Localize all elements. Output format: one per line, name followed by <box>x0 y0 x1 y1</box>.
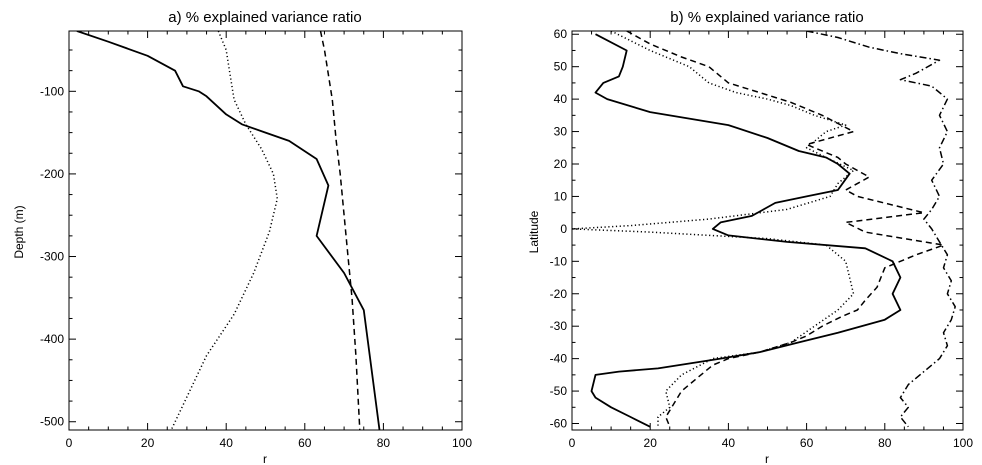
chart-b-y-ticks: 60 50 40 30 20 10 0 -10 -20 -30 -40 -50 -60 <box>550 27 963 431</box>
chart-a-x-tick-label-5: 100 <box>452 436 472 450</box>
chart-a-title: a) % explained variance ratio <box>168 9 361 26</box>
chart-b-y-tick-label-0: 60 <box>554 27 568 41</box>
chart-b-y-tick-label-6: 0 <box>560 222 567 236</box>
chart-b-y-tick-label-4: 20 <box>554 157 568 171</box>
chart-b-y-tick-label-5: 10 <box>554 189 568 203</box>
chart-b-x-tick-label-5: 100 <box>953 436 973 450</box>
chart-b-y-tick-label-11: -50 <box>550 384 568 398</box>
chart-b-y-tick-label-3: 30 <box>554 125 568 139</box>
chart-a-y-tick-label-0: -100 <box>40 84 64 98</box>
chart-a-x-tick-label-4: 80 <box>377 436 391 450</box>
chart-a-x-tick-label-3: 60 <box>298 436 312 450</box>
chart-b-y-tick-label-2: 40 <box>554 92 568 106</box>
chart-b-series-dashed-line <box>626 31 945 428</box>
chart-a-ylabel: Depth (m) <box>12 205 26 258</box>
chart-b-x-tick-label-0: 0 <box>569 436 576 450</box>
chart-a-frame <box>68 30 463 431</box>
chart-b-x-tick-label-3: 60 <box>800 436 814 450</box>
chart-b-series-dotted-line <box>572 31 855 427</box>
chart-b-y-tick-label-1: 50 <box>554 60 568 74</box>
chart-a-x-tick-label-2: 40 <box>220 436 234 450</box>
chart-b-frame <box>571 30 964 431</box>
chart-a-x-tick-label-1: 20 <box>141 436 155 450</box>
chart-b-y-tick-label-7: -10 <box>550 254 568 268</box>
chart-b-title: b) % explained variance ratio <box>670 9 863 26</box>
chart-b-y-tick-label-8: -20 <box>550 287 568 301</box>
chart-b-y-tick-label-9: -30 <box>550 319 568 333</box>
chart-b-x-tick-label-1: 20 <box>644 436 658 450</box>
chart-b-xlabel: r <box>765 452 769 465</box>
chart-a-series-dotted-line <box>170 31 279 430</box>
chart-b: b) % explained variance ratio Latitude r… <box>527 9 973 465</box>
chart-b-series <box>572 31 956 428</box>
chart-a-y-tick-label-3: -400 <box>40 332 64 346</box>
chart-a-x-ticks: 0 20 40 60 80 100 <box>66 31 472 450</box>
chart-a-y-tick-label-1: -200 <box>40 167 64 181</box>
chart-a-series-dashed-line <box>319 31 361 430</box>
chart-a-series-solid-line <box>76 31 381 430</box>
chart-a-series <box>76 31 381 430</box>
chart-b-x-tick-label-2: 40 <box>722 436 736 450</box>
chart-a-x-tick-label-0: 0 <box>66 436 73 450</box>
chart-b-series-solid-line <box>590 33 902 428</box>
chart-a: a) % explained variance ratio Depth (m) … <box>12 9 472 465</box>
chart-a-y-tick-label-2: -300 <box>40 250 64 264</box>
chart-a-xlabel: r <box>263 452 267 465</box>
chart-b-x-tick-label-4: 80 <box>878 436 892 450</box>
chart-b-y-tick-label-10: -40 <box>550 352 568 366</box>
chart-b-y-tick-label-12: -60 <box>550 417 568 431</box>
chart-b-ylabel: Latitude <box>527 210 541 253</box>
chart-a-y-ticks: -100 -200 -300 -400 -500 <box>40 49 462 429</box>
chart-b-x-ticks: 0 20 40 60 80 100 <box>569 31 973 450</box>
chart-a-y-tick-label-4: -500 <box>40 415 64 429</box>
chart-b-series-dashdot-line <box>806 31 956 428</box>
